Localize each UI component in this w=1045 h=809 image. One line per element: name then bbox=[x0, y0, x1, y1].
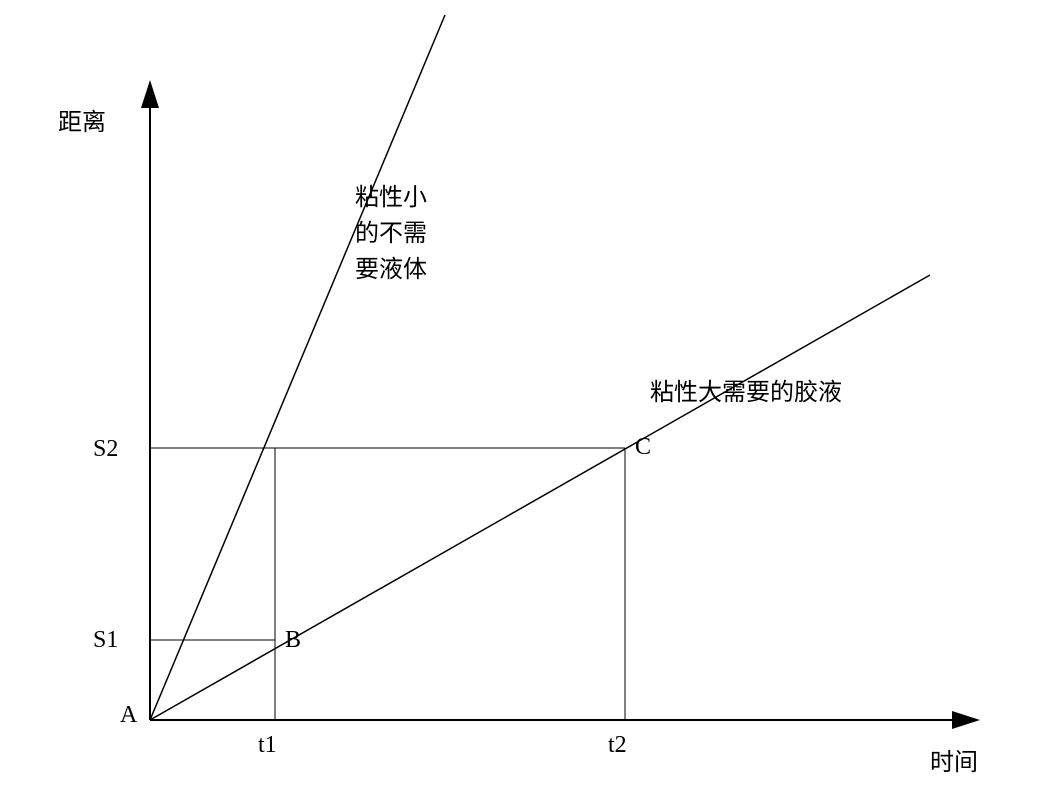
point-c-label: C bbox=[635, 432, 651, 463]
x-axis-label: 时间 bbox=[930, 748, 978, 779]
x-axis-arrow bbox=[952, 711, 980, 729]
origin-label: A bbox=[120, 700, 137, 731]
shallow-line bbox=[150, 275, 930, 720]
y-axis-label: 距离 bbox=[58, 108, 106, 139]
y-tick-s1: S1 bbox=[93, 625, 118, 656]
steep-line-label-line3: 要液体 bbox=[355, 257, 427, 283]
x-tick-t1: t1 bbox=[258, 730, 277, 761]
y-tick-s2: S2 bbox=[93, 434, 118, 465]
steep-line-label-line1: 粘性小 bbox=[355, 185, 427, 211]
steep-line bbox=[150, 15, 445, 720]
steep-line-label: 粘性小 的不需 要液体 bbox=[355, 180, 475, 288]
diagram-container: 距离 时间 A S1 S2 t1 t2 B C 粘性小 的不需 要液体 粘性大需… bbox=[0, 0, 1045, 809]
point-b-label: B bbox=[285, 625, 301, 656]
y-axis-arrow bbox=[141, 80, 159, 108]
shallow-line-label: 粘性大需要的胶液 bbox=[650, 378, 842, 409]
steep-line-label-line2: 的不需 bbox=[355, 221, 427, 247]
x-tick-t2: t2 bbox=[608, 730, 627, 761]
diagram-svg bbox=[0, 0, 1045, 809]
